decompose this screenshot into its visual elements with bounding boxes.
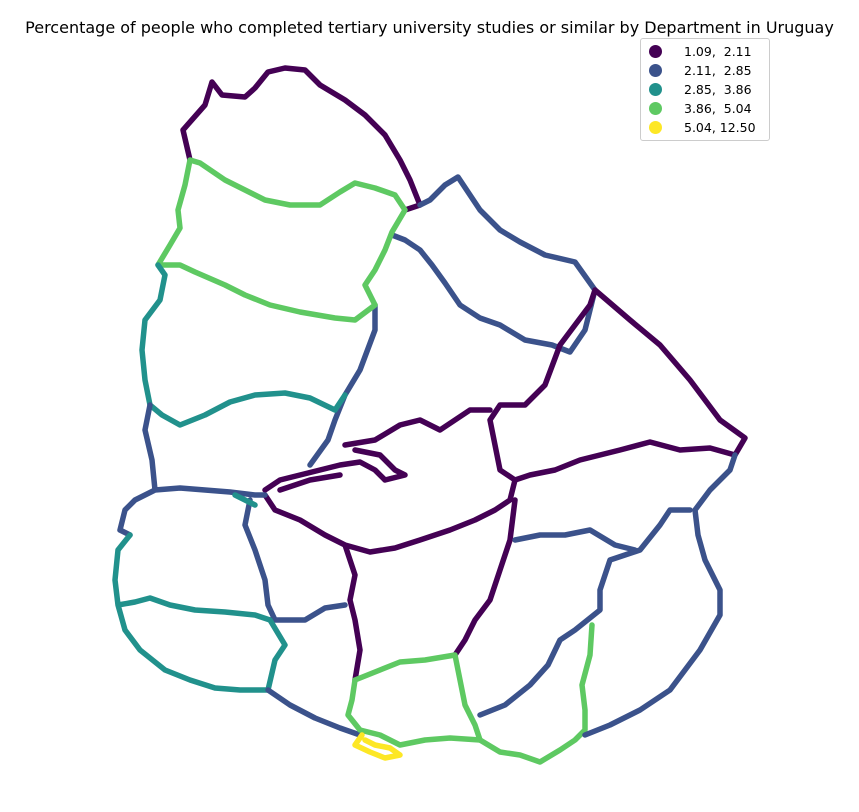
legend-label: 1.09, 2.11 <box>684 44 752 59</box>
map-legend: 1.09, 2.11 2.11, 2.85 2.85, 3.86 3.86, 5.04… <box>640 38 770 141</box>
legend-label: 3.86, 5.04 <box>684 101 752 116</box>
legend-label: 2.11, 2.85 <box>684 63 752 78</box>
department-canelones-boundary <box>345 652 483 748</box>
legend-item: 2.85, 3.86 <box>649 80 763 99</box>
department-sanjose-boundary <box>265 687 363 738</box>
department-paysandu-boundary <box>139 262 348 428</box>
department-colonia-boundary <box>112 492 288 693</box>
department-salto-boundary <box>155 157 408 323</box>
legend-swatch-dot <box>649 102 662 115</box>
legend-item: 2.11, 2.85 <box>649 61 763 80</box>
legend-item: 5.04, 12.50 <box>649 118 763 137</box>
legend-swatch-dot <box>649 121 662 134</box>
department-artigas-boundary <box>180 65 423 213</box>
department-montevideo-boundary <box>352 732 403 761</box>
legend-swatch-dot <box>649 83 662 96</box>
legend-item: 3.86, 5.04 <box>649 99 763 118</box>
department-durazno-boundary <box>262 477 518 683</box>
department-tacuarembo-boundary <box>262 287 748 493</box>
department-rionegro-boundary <box>117 402 348 623</box>
legend-item: 1.09, 2.11 <box>649 42 763 61</box>
department-rocha-boundary <box>477 452 738 738</box>
legend-swatch-dot <box>649 64 662 77</box>
legend-label: 2.85, 3.86 <box>684 82 752 97</box>
department-maldonado-boundary <box>477 622 595 765</box>
legend-label: 5.04, 12.50 <box>684 120 756 135</box>
map-title: Percentage of people who completed terti… <box>25 18 834 37</box>
legend-swatch-dot <box>649 45 662 58</box>
